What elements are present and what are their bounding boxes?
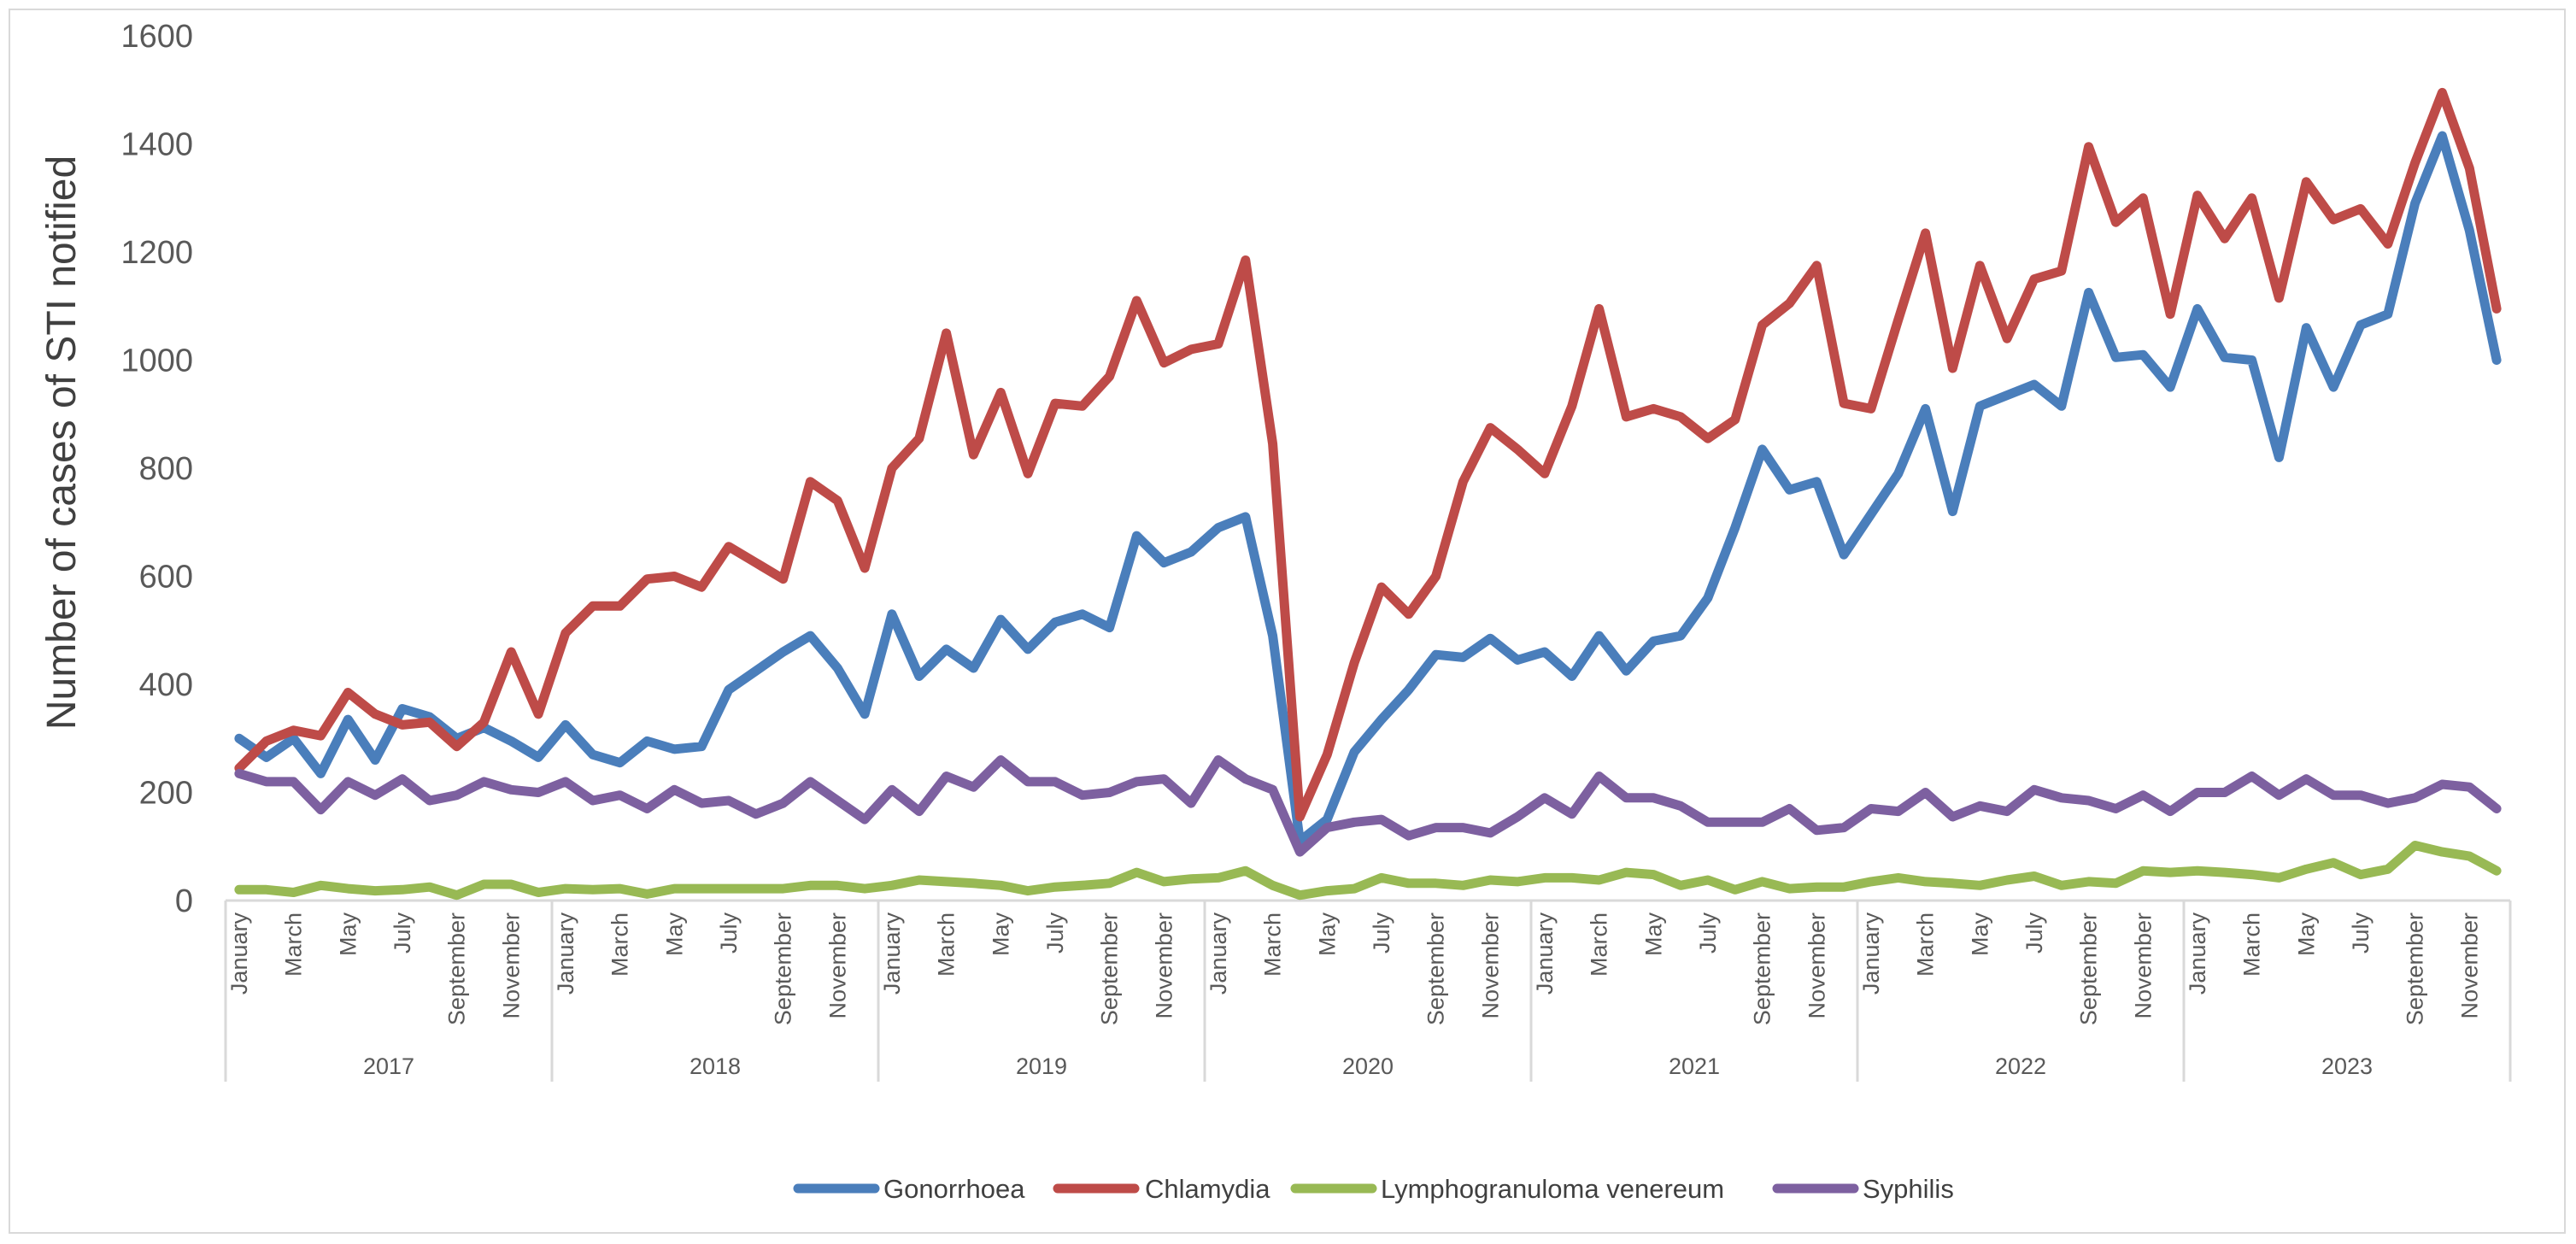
y-tick-label: 400 xyxy=(139,667,193,703)
x-tick-month: May xyxy=(2293,912,2319,957)
series-line-chlamydia xyxy=(234,87,2502,822)
series-layer xyxy=(234,87,2502,901)
x-tick-year: 2022 xyxy=(1995,1053,2046,1079)
y-tick-label: 1600 xyxy=(120,19,193,55)
x-tick-month: March xyxy=(934,912,959,977)
y-tick-label: 0 xyxy=(175,883,193,919)
x-tick-month: July xyxy=(1042,912,1068,954)
legend-label: Chlamydia xyxy=(1145,1174,1270,1204)
x-tick-month: July xyxy=(1695,912,1721,954)
x-tick-month: September xyxy=(1097,912,1123,1025)
x-tick-year: 2017 xyxy=(363,1053,414,1079)
x-tick-month: November xyxy=(824,912,850,1019)
x-tick-year: 2021 xyxy=(1669,1053,1720,1079)
x-tick-month: May xyxy=(988,912,1013,957)
y-tick-label: 800 xyxy=(139,451,193,487)
x-tick-month: January xyxy=(879,912,905,995)
x-tick-month: September xyxy=(771,912,796,1025)
x-tick-year: 2019 xyxy=(1016,1053,1067,1079)
y-tick-label: 1400 xyxy=(120,127,193,163)
x-tick-month: July xyxy=(2348,912,2374,954)
y-tick-label: 200 xyxy=(139,776,193,812)
x-tick-month: January xyxy=(553,912,578,995)
x-tick-month: September xyxy=(1750,912,1775,1025)
x-tick-year: 2018 xyxy=(689,1053,741,1079)
x-tick-month: May xyxy=(335,912,361,957)
x-tick-month: September xyxy=(2403,912,2428,1025)
x-tick-month: January xyxy=(1206,912,1231,995)
y-axis-title: Number of cases of STI notified xyxy=(39,156,85,730)
x-tick-month: September xyxy=(2076,912,2102,1025)
x-tick-month: November xyxy=(2130,912,2156,1019)
series-line-syphilis xyxy=(234,755,2502,857)
x-tick-month: July xyxy=(716,912,742,954)
x-tick-year: 2023 xyxy=(2321,1053,2373,1079)
y-tick-label: 1200 xyxy=(120,235,193,271)
legend-label: Syphilis xyxy=(1863,1174,1954,1204)
x-tick-month: November xyxy=(1804,912,1829,1019)
x-tick-month: July xyxy=(390,912,415,954)
x-tick-month: March xyxy=(1913,912,1939,977)
legend: Gonorrhoea Chlamydia Lymphogranuloma vener… xyxy=(793,1174,1954,1204)
y-tick-label: 600 xyxy=(139,560,193,596)
x-tick-month: January xyxy=(226,912,252,995)
x-tick-month: September xyxy=(1423,912,1449,1025)
x-tick-month: November xyxy=(2456,912,2482,1019)
x-tick-month: May xyxy=(1967,912,1992,957)
x-tick-year: 2020 xyxy=(1342,1053,1394,1079)
x-tick-month: May xyxy=(1640,912,1666,957)
x-tick-month: May xyxy=(1314,912,1340,957)
x-tick-month: November xyxy=(1477,912,1503,1019)
x-tick-month: January xyxy=(1532,912,1558,995)
x-tick-month: November xyxy=(1151,912,1177,1019)
x-tick-month: March xyxy=(281,912,307,977)
legend-label: Lymphogranuloma venereum xyxy=(1381,1174,1724,1204)
legend-label: Gonorrhoea xyxy=(883,1174,1025,1204)
x-tick-month: March xyxy=(1587,912,1612,977)
series-line-lymphogranuloma-venereum xyxy=(234,841,2502,901)
x-tick-month: March xyxy=(607,912,633,977)
x-tick-month: January xyxy=(2185,912,2210,995)
x-tick-month: November xyxy=(498,912,524,1019)
x-tick-month: March xyxy=(1260,912,1286,977)
x-tick-month: September xyxy=(444,912,470,1025)
x-tick-month: July xyxy=(1369,912,1394,954)
x-tick-month: May xyxy=(661,912,687,957)
y-tick-label: 1000 xyxy=(120,343,193,379)
x-tick-month: January xyxy=(1858,912,1884,995)
x-tick-month: March xyxy=(2239,912,2265,977)
x-tick-month: July xyxy=(2021,912,2047,954)
axis-layer: 0 200 400 600 800 1000 1200 1400 1600 2017 2018 201… xyxy=(120,19,2512,1082)
series-line-gonorrhoea xyxy=(234,131,2502,846)
